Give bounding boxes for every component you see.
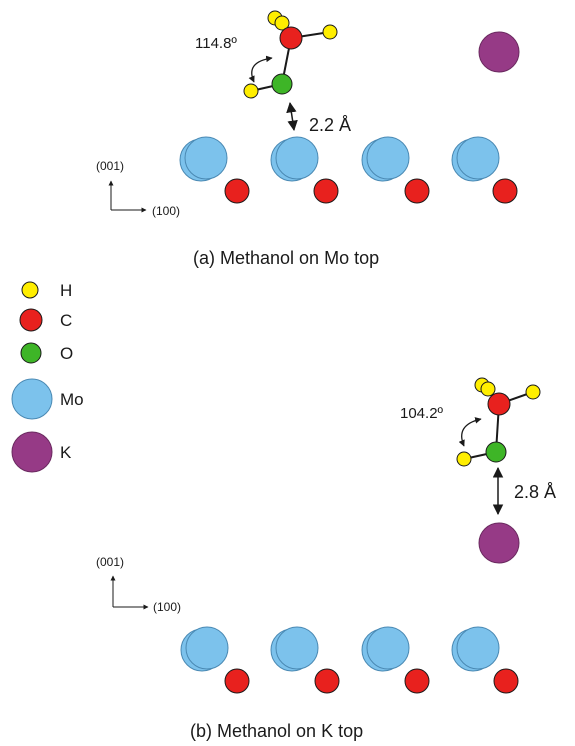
distance-label-b: 2.8 Å bbox=[514, 482, 556, 502]
panel-b: 104.2º 2.8 Å (001) (100) (b bbox=[96, 377, 556, 741]
mo-atom bbox=[275, 136, 319, 180]
carbon-atom bbox=[404, 668, 430, 694]
mo-surface-b bbox=[180, 626, 519, 694]
mo-atom bbox=[184, 136, 228, 180]
mo-atom bbox=[185, 626, 229, 670]
mo-atom bbox=[366, 626, 410, 670]
mo-surface-a bbox=[179, 136, 518, 204]
caption-a: (a) Methanol on Mo top bbox=[193, 248, 379, 268]
legend-c-symbol bbox=[19, 308, 43, 332]
angle-label-a: 114.8º bbox=[195, 35, 237, 52]
mo-atom bbox=[366, 136, 410, 180]
legend-o-label: O bbox=[60, 344, 73, 363]
axis-indicator-b: (001) (100) bbox=[96, 555, 181, 614]
carbon-atom bbox=[224, 668, 250, 694]
legend-mo-label: Mo bbox=[60, 390, 84, 409]
axis-label-100-a: (100) bbox=[152, 204, 180, 218]
angle-label-b: 104.2º bbox=[400, 405, 444, 422]
carbon-atom bbox=[313, 178, 339, 204]
legend-k-symbol bbox=[11, 431, 53, 473]
legend-o-symbol bbox=[20, 342, 42, 364]
carbon-atom bbox=[279, 26, 303, 50]
axis-label-100-b: (100) bbox=[153, 600, 181, 614]
hydrogen-atom bbox=[322, 24, 338, 40]
axis-label-001-b: (001) bbox=[96, 555, 124, 569]
mo-atom bbox=[275, 626, 319, 670]
hydrogen-atom bbox=[456, 451, 472, 467]
axis-label-001-a: (001) bbox=[96, 159, 124, 173]
carbon-atom bbox=[404, 178, 430, 204]
legend-c-label: C bbox=[60, 311, 72, 330]
axis-indicator-a: (001) (100) bbox=[96, 159, 180, 218]
legend-mo-symbol bbox=[11, 378, 53, 420]
hydrogen-atom bbox=[525, 384, 541, 400]
distance-arrow-a bbox=[286, 101, 298, 132]
distance-label-a: 2.2 Å bbox=[309, 115, 351, 135]
panel-a: 114.8º 2.2 Å (001) (100) (a bbox=[96, 10, 520, 268]
potassium-atom bbox=[478, 522, 520, 564]
hydrogen-atom bbox=[243, 83, 259, 99]
angle-arc-b bbox=[458, 417, 482, 447]
oxygen-atom bbox=[271, 73, 293, 95]
hydrogen-atom bbox=[480, 381, 496, 397]
legend-h-symbol bbox=[21, 281, 39, 299]
legend-k-label: K bbox=[60, 443, 72, 462]
methanol-molecule-b bbox=[456, 377, 541, 467]
angle-arc-a bbox=[248, 55, 273, 83]
legend-h-label: H bbox=[60, 281, 72, 300]
carbon-atom bbox=[493, 668, 519, 694]
legend: H C O Mo K bbox=[11, 281, 84, 473]
hydrogen-atom bbox=[274, 15, 290, 31]
carbon-atom bbox=[314, 668, 340, 694]
carbon-atom bbox=[487, 392, 511, 416]
carbon-atom bbox=[224, 178, 250, 204]
potassium-atom bbox=[478, 31, 520, 73]
carbon-atom bbox=[492, 178, 518, 204]
caption-b: (b) Methanol on K top bbox=[190, 721, 363, 741]
oxygen-atom bbox=[485, 441, 507, 463]
mo-atom bbox=[456, 136, 500, 180]
mo-atom bbox=[456, 626, 500, 670]
methanol-molecule-a bbox=[243, 10, 338, 99]
